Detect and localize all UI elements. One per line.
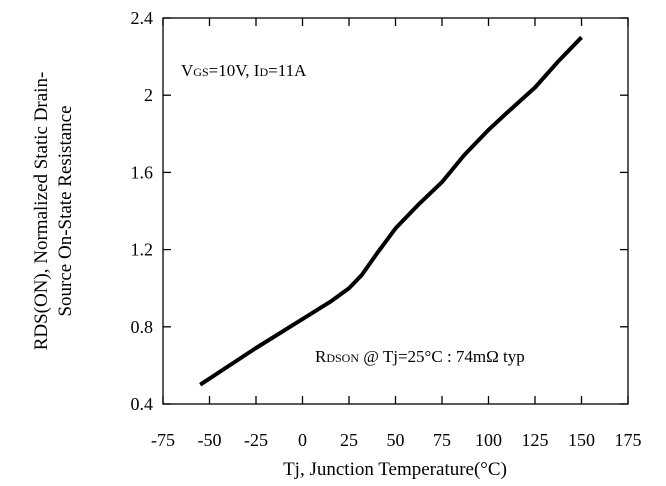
x-tick-label-4: 25 xyxy=(340,430,358,450)
x-axis-ticks: -75 -50 -25 0 25 50 75 100 125 150 175 xyxy=(151,18,642,450)
x-tick-label-5: 50 xyxy=(387,430,405,450)
x-tick-label-3: 0 xyxy=(298,430,307,450)
x-tick-label-6: 75 xyxy=(433,430,451,450)
y-axis-ticks: 0.4 0.8 1.2 1.6 2 2.4 xyxy=(131,8,628,414)
y-tick-label-5: 2.4 xyxy=(131,8,154,28)
typical-annotation: RDSON @ Tj=25°C : 74mΩ typ xyxy=(315,347,525,366)
x-tick-label-2: -25 xyxy=(244,430,268,450)
x-tick-label-10: 175 xyxy=(615,430,642,450)
condition-annotation: VGS=10V, ID=11A xyxy=(181,61,307,80)
y-axis-title-line1: RDS(ON), Normalized Static Drain- xyxy=(31,72,52,351)
y-axis-title-line2: Source On-State Resistance xyxy=(55,105,76,316)
x-tick-label-9: 150 xyxy=(568,430,595,450)
y-tick-label-2: 1.2 xyxy=(131,240,154,260)
y-tick-label-0: 0.4 xyxy=(131,394,154,414)
y-axis-title: RDS(ON), Normalized Static Drain- Source… xyxy=(31,72,76,351)
x-axis-title: Tj, Junction Temperature(°C) xyxy=(283,459,507,480)
y-tick-label-4: 2 xyxy=(144,85,153,105)
x-tick-label-7: 100 xyxy=(475,430,502,450)
y-tick-label-3: 1.6 xyxy=(131,162,154,182)
x-tick-label-8: 125 xyxy=(522,430,549,450)
x-tick-label-1: -50 xyxy=(198,430,222,450)
y-tick-label-1: 0.8 xyxy=(131,317,154,337)
x-tick-label-0: -75 xyxy=(151,430,175,450)
series-line-rdson xyxy=(199,35,583,387)
